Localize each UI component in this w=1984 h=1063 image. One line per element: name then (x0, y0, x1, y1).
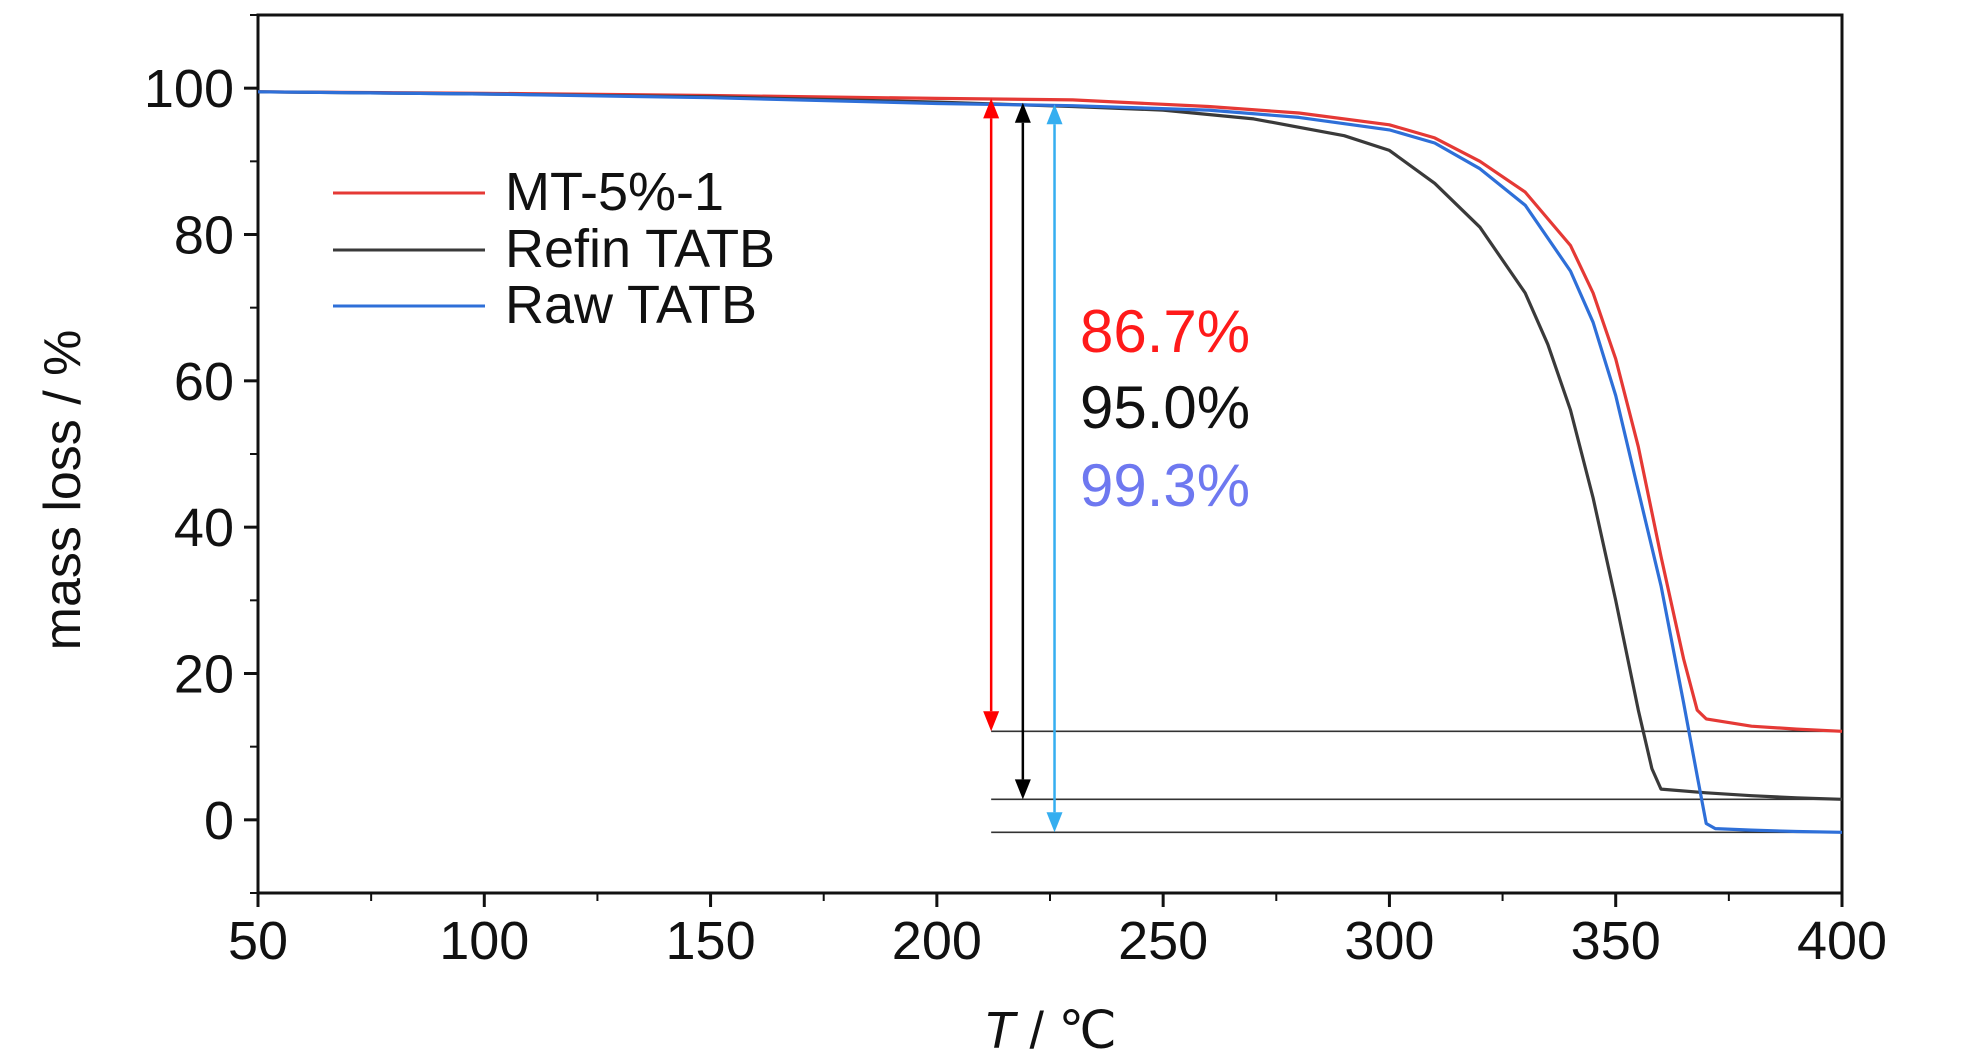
x-tick-label-400: 400 (1797, 911, 1887, 971)
x-tick-label-100: 100 (439, 911, 529, 971)
arrow-head-bottom-2 (1014, 779, 1031, 800)
y-tick-label-80: 80 (174, 206, 234, 266)
x-axis-variable: T (983, 1002, 1018, 1060)
plot-area (256, 13, 1844, 895)
arrow-head-bottom-1 (983, 711, 1000, 732)
x-axis-unit: / ℃ (1015, 1002, 1117, 1060)
legend-label-raw-tatb: Raw TATB (505, 275, 757, 335)
y-axis-title: mass loss / % (34, 330, 92, 651)
arrow-head-top-2 (1014, 102, 1031, 123)
series-line-raw-tatb (257, 90, 1843, 834)
x-tick-label-350: 350 (1571, 911, 1661, 971)
mass-loss-annotations: 86.7% 95.0% 99.3% (1080, 298, 1250, 519)
arrow-head-top-1 (983, 98, 1000, 119)
y-axis-ticks: 0 20 40 60 80 100 (144, 14, 258, 894)
y-tick-label-0: 0 (204, 791, 234, 851)
annotation-raw-tatb: 99.3% (1080, 452, 1250, 519)
legend: MT-5%-1 Refin TATB Raw TATB (320, 150, 900, 360)
x-axis-title: T / ℃ (983, 1002, 1117, 1060)
legend-box (320, 150, 900, 360)
arrow-head-top-3 (1046, 104, 1063, 125)
annotation-mt-5-1: 86.7% (1080, 298, 1250, 365)
x-tick-label-250: 250 (1118, 911, 1208, 971)
y-tick-label-100: 100 (144, 59, 234, 119)
x-axis-ticks: 50 100 150 200 250 300 350 400 (228, 893, 1887, 971)
series-lines (257, 90, 1843, 834)
x-tick-label-300: 300 (1344, 911, 1434, 971)
mass-loss-arrows (983, 98, 1063, 833)
x-tick-label-200: 200 (892, 911, 982, 971)
arrow-head-bottom-3 (1046, 812, 1063, 833)
legend-label-refin-tatb: Refin TATB (505, 219, 775, 279)
annotation-refin-tatb: 95.0% (1080, 374, 1250, 441)
x-tick-label-150: 150 (666, 911, 756, 971)
x-tick-label-50: 50 (228, 911, 288, 971)
y-tick-label-20: 20 (174, 645, 234, 705)
y-tick-label-40: 40 (174, 498, 234, 558)
legend-label-mt-5-1: MT-5%-1 (505, 162, 724, 222)
series-line-mt-5-1 (257, 90, 1843, 733)
y-tick-label-60: 60 (174, 352, 234, 412)
